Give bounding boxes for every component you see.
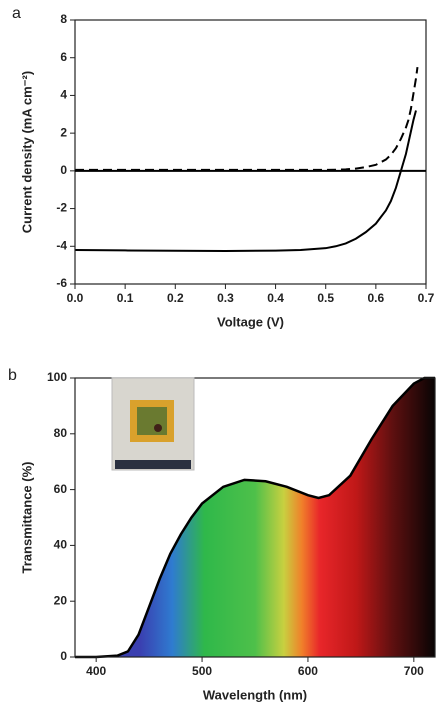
x-tick-label: 600 (298, 664, 318, 678)
y-tick-label: 8 (60, 12, 67, 26)
y-axis-title: Transmittance (%) (19, 462, 34, 574)
x-tick-label: 0.3 (217, 291, 234, 305)
x-tick-label: 0.0 (67, 291, 84, 305)
x-tick-label: 500 (192, 664, 212, 678)
y-tick-label: 60 (54, 482, 68, 496)
y-tick-label: 100 (47, 370, 67, 384)
x-tick-label: 0.4 (267, 291, 284, 305)
y-tick-label: 40 (54, 538, 68, 552)
spectrum-edge (75, 376, 435, 659)
x-tick-label: 700 (404, 664, 424, 678)
plot-frame (74, 377, 436, 658)
plot-frame (74, 19, 427, 285)
y-tick-label: -4 (56, 238, 67, 252)
x-tick-label: 400 (86, 664, 106, 678)
x-tick-label: 0.5 (317, 291, 334, 305)
x-tick-label: 0.7 (418, 291, 435, 305)
y-axis-title: Current density (mA cm⁻²) (19, 71, 34, 233)
y-tick-label: 6 (60, 50, 67, 64)
panel-label: a (12, 5, 21, 22)
y-tick-label: 0 (60, 649, 67, 663)
y-tick-label: -2 (56, 201, 67, 215)
x-tick-label: 0.1 (117, 291, 134, 305)
y-tick-label: 20 (54, 593, 68, 607)
y-tick-label: 80 (54, 426, 68, 440)
y-tick-label: 0 (60, 163, 67, 177)
x-axis-title: Wavelength (nm) (203, 687, 307, 702)
spectrum-area (75, 378, 435, 657)
y-tick-label: 2 (60, 125, 67, 139)
y-tick-label: 4 (60, 88, 67, 102)
x-tick-label: 0.2 (167, 291, 184, 305)
x-tick-label: 0.6 (368, 291, 385, 305)
curve (75, 67, 419, 171)
x-axis-title: Voltage (V) (217, 314, 284, 329)
inset-photo (111, 377, 195, 471)
y-tick-label: -6 (56, 276, 67, 290)
panel-label: b (8, 367, 17, 384)
curve (74, 110, 417, 253)
